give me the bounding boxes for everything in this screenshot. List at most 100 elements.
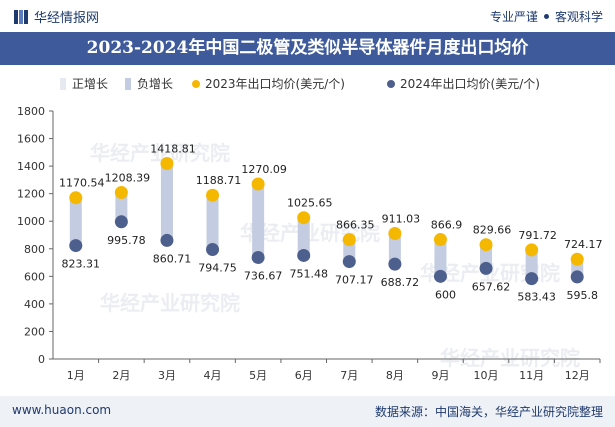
tagline: 专业严谨 客观科学 [490, 8, 603, 25]
top-bar: 华经情报网 专业严谨 客观科学 [0, 0, 615, 32]
point-2024[interactable] [114, 215, 128, 229]
point-2023[interactable] [479, 238, 493, 252]
point-2024[interactable] [388, 257, 402, 271]
x-tick-label: 1月 [67, 369, 85, 382]
label-2024: 751.48 [289, 267, 328, 280]
range-bar [434, 239, 447, 277]
range-bar [115, 192, 128, 222]
y-tick-label: 1400 [17, 160, 45, 173]
label-2023: 724.17 [564, 238, 603, 251]
point-2023[interactable] [570, 252, 584, 266]
point-2024[interactable] [342, 255, 356, 269]
chart: 正增长 负增长 2023年出口均价(美元/个) 2024年出口均价(美元/个) 华经产… [17, 77, 602, 382]
label-2023: 829.66 [473, 224, 512, 237]
point-2023[interactable] [433, 233, 447, 247]
label-2023: 1188.71 [196, 174, 242, 187]
label-2024: 707.17 [335, 274, 374, 287]
x-tick-label: 3月 [158, 369, 176, 382]
point-2023[interactable] [388, 226, 402, 240]
point-2023[interactable] [114, 186, 128, 200]
point-2024[interactable] [525, 272, 539, 286]
footer-source: 数据来源：中国海关，华经产业研究院整理 [374, 405, 603, 419]
label-2023: 1418.81 [150, 143, 196, 156]
y-tick-label: 1800 [17, 105, 45, 118]
y-tick-label: 400 [24, 298, 45, 311]
label-2023: 866.35 [336, 219, 375, 232]
label-2023: 911.03 [382, 212, 421, 225]
label-2023: 1270.09 [241, 163, 287, 176]
range-bars [69, 163, 584, 279]
legend-label[interactable]: 2024年出口均价(美元/个) [400, 77, 540, 91]
label-2023: 1170.54 [59, 177, 105, 190]
y-tick-label: 1000 [17, 215, 45, 228]
range-bar [480, 244, 493, 269]
x-tick-label: 4月 [204, 369, 222, 382]
label-2023: 791.72 [518, 229, 557, 242]
label-2024: 600 [435, 288, 456, 301]
brand[interactable]: 华经情报网 [14, 7, 99, 26]
axes: 0 200 400 600 800 1000 1200 1400 1600 1800 1月 2月 3月 4… [17, 105, 601, 382]
point-2024[interactable] [479, 261, 493, 275]
point-2024[interactable] [69, 239, 83, 253]
point-2023[interactable] [525, 243, 539, 257]
y-tick-label: 0 [38, 353, 45, 366]
label-2023: 1208.39 [105, 172, 151, 185]
legend: 正增长 负增长 2023年出口均价(美元/个) 2024年出口均价(美元/个) [60, 77, 540, 91]
y-tick-label: 600 [24, 270, 45, 283]
range-bar [206, 195, 219, 250]
x-tick-label: 2月 [112, 369, 130, 382]
point-2023[interactable] [251, 177, 265, 191]
range-bar [69, 197, 82, 246]
label-2024: 736.67 [244, 270, 283, 283]
label-2023: 1025.65 [287, 197, 333, 210]
range-bar [252, 184, 265, 258]
x-tick-label: 6月 [295, 369, 313, 382]
x-tick-label: 12月 [565, 369, 590, 382]
footer-url[interactable]: www.huaon.com [12, 403, 112, 417]
y-tick-label: 800 [24, 243, 45, 256]
point-2023[interactable] [160, 157, 174, 171]
range-bar [297, 217, 310, 256]
point-2024[interactable] [251, 251, 265, 265]
range-bar [388, 233, 401, 265]
watermarks: 华经产业研究院华经产业研究院华经产业研究院华经产业研究院华经产业研究院 [90, 141, 580, 370]
label-2024: 823.31 [62, 258, 101, 271]
point-2024[interactable] [297, 248, 311, 262]
point-2023[interactable] [206, 188, 220, 202]
point-2024[interactable] [570, 270, 584, 284]
point-2023[interactable] [69, 191, 83, 205]
legend-label[interactable]: 负增长 [137, 77, 173, 91]
x-tick-label: 9月 [431, 369, 449, 382]
point-2023[interactable] [297, 211, 311, 225]
chart-title: 2023-2024年中国二极管及类似半导体器件月度出口均价 [86, 38, 529, 58]
data-points [69, 157, 584, 286]
tagline-1: 专业严谨 [489, 10, 538, 24]
title-bar: 2023-2024年中国二极管及类似半导体器件月度出口均价 [0, 32, 615, 65]
footer: www.huaon.com 数据来源：中国海关，华经产业研究院整理 [0, 396, 615, 427]
y-tick-label: 1600 [17, 133, 45, 146]
label-2024: 688.72 [381, 276, 420, 289]
legend-label[interactable]: 正增长 [72, 77, 108, 91]
point-2024[interactable] [433, 269, 447, 283]
point-2023[interactable] [342, 233, 356, 247]
label-2024: 657.62 [472, 280, 511, 293]
label-2024: 860.71 [153, 252, 192, 265]
watermark-text: 华经产业研究院 [440, 346, 580, 370]
legend-swatch [125, 78, 131, 90]
label-2024: 583.43 [517, 291, 556, 304]
label-2023: 866.9 [431, 219, 463, 232]
label-2024: 995.78 [107, 234, 146, 247]
brand-name: 华经情报网 [34, 11, 100, 26]
x-tick-label: 8月 [386, 369, 404, 382]
x-tick-label: 10月 [474, 369, 499, 382]
bullet-dot-icon [543, 14, 549, 19]
legend-marker [387, 80, 395, 88]
point-2024[interactable] [160, 233, 174, 247]
y-tick-label: 200 [24, 325, 45, 338]
point-2024[interactable] [206, 243, 220, 257]
x-tick-label: 11月 [519, 369, 544, 382]
y-tick-label: 1200 [17, 188, 45, 201]
x-tick-label: 5月 [249, 369, 267, 382]
legend-label[interactable]: 2023年出口均价(美元/个) [205, 77, 345, 91]
